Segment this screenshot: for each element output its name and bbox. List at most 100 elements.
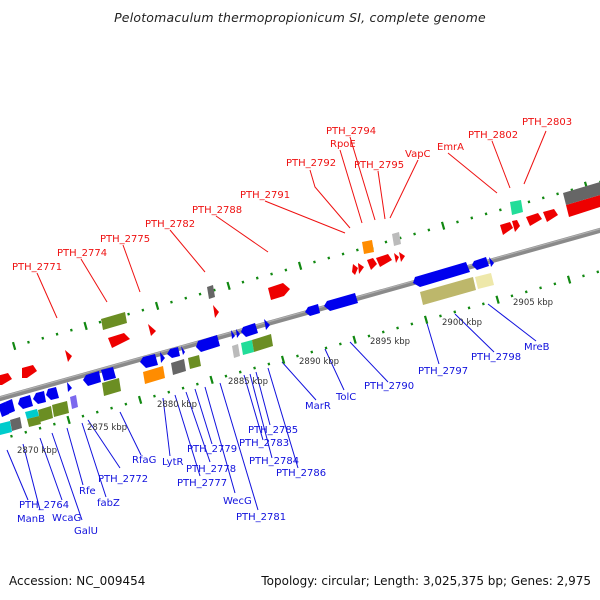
gene-label-rev[interactable]: GalU: [74, 526, 98, 537]
cog-box-olive[interactable]: [101, 312, 127, 330]
gene-arrow-rev[interactable]: [101, 367, 116, 381]
cog-box-olive[interactable]: [188, 355, 201, 369]
gene-arrow-fwd[interactable]: [22, 365, 37, 378]
gene-label-rev[interactable]: ManB: [17, 514, 45, 525]
gene-label-rev[interactable]: PTH_2779: [187, 444, 237, 455]
gene-arrow-fwd[interactable]: [566, 195, 600, 217]
gene-label-rev[interactable]: MarR: [305, 401, 331, 412]
gene-label-rev[interactable]: WecG: [223, 496, 252, 507]
gene-arrow-rev[interactable]: [140, 354, 158, 368]
gene-label-rev[interactable]: PTH_2781: [236, 512, 286, 523]
gene-label-rev[interactable]: PTH_2798: [471, 352, 521, 363]
gene-arrow-rev[interactable]: [83, 371, 101, 386]
cog-box-lightgray[interactable]: [232, 344, 240, 358]
cog-box-olive[interactable]: [27, 416, 41, 427]
gene-arrow-fwd[interactable]: [543, 209, 558, 222]
gene-label-fwd[interactable]: PTH_2803: [522, 117, 572, 128]
gene-arrow-rev[interactable]: [236, 329, 240, 338]
gene-arrow-fwd[interactable]: [108, 333, 130, 348]
gene-label-fwd[interactable]: PTH_2795: [354, 160, 404, 171]
gene-arrow-rev[interactable]: [489, 257, 494, 267]
gene-arrow-fwd[interactable]: [399, 252, 405, 262]
gene-label-rev[interactable]: PTH_2777: [177, 478, 227, 489]
gene-label-rev[interactable]: PTH_2797: [418, 366, 468, 377]
gene-label-rev[interactable]: TolC: [335, 392, 356, 403]
gene-arrow-rev[interactable]: [181, 346, 185, 355]
cog-box-mint[interactable]: [510, 200, 523, 215]
gene-arrow-rev[interactable]: [324, 293, 358, 311]
gene-label-rev[interactable]: PTH_2764: [19, 500, 69, 511]
gene-arrow-rev[interactable]: [305, 304, 320, 316]
cog-box-olive[interactable]: [52, 401, 69, 417]
gene-arrow-fwd[interactable]: [268, 283, 290, 300]
gene-label-fwd[interactable]: PTH_2775: [100, 234, 150, 245]
cog-box-khaki[interactable]: [420, 277, 476, 305]
gene-label-rev[interactable]: fabZ: [97, 498, 120, 509]
gene-label-fwd[interactable]: PTH_2792: [286, 158, 336, 169]
cog-box-cyan[interactable]: [25, 409, 39, 419]
gene-arrow-fwd[interactable]: [0, 373, 12, 385]
gene-arrow-rev[interactable]: [241, 323, 258, 337]
gene-arrow-rev[interactable]: [167, 347, 180, 358]
cog-box-paleyellow[interactable]: [475, 273, 494, 289]
gene-label-fwd[interactable]: RpoE: [330, 139, 356, 150]
gene-arrow-rev[interactable]: [46, 387, 59, 400]
gene-arrow-rev[interactable]: [67, 382, 72, 392]
gene-arrow-fwd[interactable]: [367, 258, 377, 270]
gene-arrow-fwd[interactable]: [352, 264, 358, 275]
cog-box-olive[interactable]: [102, 378, 121, 396]
gene-arrow-fwd[interactable]: [65, 350, 72, 362]
gene-arrow-rev[interactable]: [472, 257, 489, 270]
cog-box-gray[interactable]: [10, 417, 22, 431]
cog-box-lavender[interactable]: [70, 395, 78, 409]
gene-arrow-rev[interactable]: [18, 395, 33, 409]
gene-label-fwd[interactable]: PTH_2802: [468, 130, 518, 141]
gene-arrow-rev[interactable]: [33, 391, 46, 404]
gene-label-rev[interactable]: WcaG: [52, 513, 81, 524]
gene-label-fwd[interactable]: PTH_2782: [145, 219, 195, 230]
gene-arrow-fwd[interactable]: [148, 324, 156, 336]
gene-arrow-fwd[interactable]: [394, 253, 399, 263]
cog-box-olive[interactable]: [38, 406, 53, 422]
gene-label-rev[interactable]: PTH_2786: [276, 468, 326, 479]
gene-arrow-rev[interactable]: [0, 402, 9, 417]
gene-arrow-fwd[interactable]: [526, 213, 542, 226]
cog-box-gray[interactable]: [563, 182, 600, 205]
gene-label-rev[interactable]: PTH_2785: [248, 425, 298, 436]
cog-box-cyan[interactable]: [0, 421, 12, 435]
cog-box-gray[interactable]: [207, 285, 215, 299]
gene-label-fwd[interactable]: PTH_2788: [192, 205, 242, 216]
gene-label-rev[interactable]: Rfe: [79, 486, 96, 497]
gene-arrow-fwd[interactable]: [512, 220, 520, 232]
gene-label-fwd[interactable]: PTH_2794: [326, 126, 376, 137]
gene-arrow-rev[interactable]: [231, 330, 235, 339]
gene-label-rev[interactable]: PTH_2772: [98, 474, 148, 485]
gene-arrow-rev[interactable]: [413, 262, 470, 287]
gene-arrow-fwd[interactable]: [213, 305, 219, 318]
gene-label-rev[interactable]: PTH_2784: [249, 456, 299, 467]
gene-label-fwd[interactable]: PTH_2791: [240, 190, 290, 201]
cog-box-lightgray[interactable]: [392, 232, 401, 246]
gene-arrow-rev[interactable]: [196, 335, 220, 352]
gene-arrow-rev[interactable]: [5, 399, 15, 414]
gene-label-rev[interactable]: RfaG: [132, 455, 156, 466]
gene-label-fwd[interactable]: VapC: [405, 149, 431, 160]
gene-label-rev[interactable]: LytR: [162, 457, 183, 468]
cog-box-orange[interactable]: [143, 366, 165, 384]
gene-arrow-fwd[interactable]: [500, 222, 513, 235]
gene-arrow-rev[interactable]: [264, 319, 270, 330]
gene-label-fwd[interactable]: PTH_2774: [57, 248, 107, 259]
cog-box-mint[interactable]: [241, 340, 254, 355]
gene-arrow-fwd[interactable]: [376, 254, 392, 267]
cog-box-gray[interactable]: [171, 359, 186, 375]
gene-label-rev[interactable]: PTH_2783: [239, 438, 289, 449]
cog-box-orange[interactable]: [362, 240, 374, 254]
gene-label-rev[interactable]: PTH_2790: [364, 381, 414, 392]
cog-box-olive[interactable]: [252, 334, 273, 352]
gene-arrow-rev[interactable]: [160, 352, 165, 363]
gene-arrow-fwd[interactable]: [358, 263, 364, 274]
gene-label-rev[interactable]: PTH_2778: [186, 464, 236, 475]
gene-label-fwd[interactable]: PTH_2771: [12, 262, 62, 273]
gene-label-fwd[interactable]: EmrA: [437, 142, 464, 153]
gene-label-rev[interactable]: MreB: [524, 342, 550, 353]
